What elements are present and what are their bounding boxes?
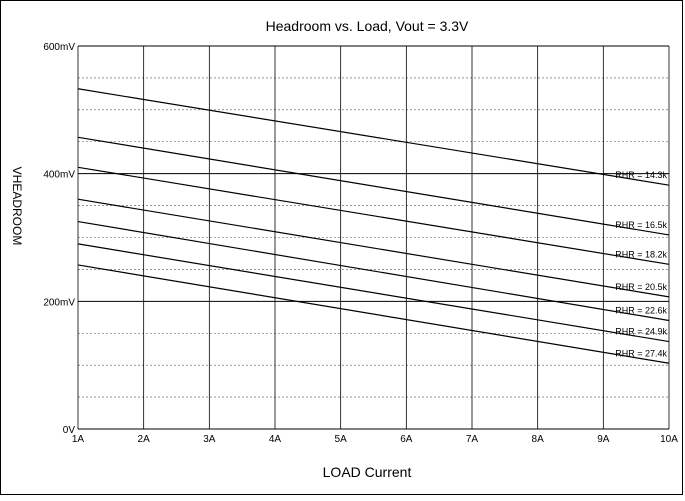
y-tick-label: 400mV	[43, 170, 75, 181]
x-tick-label: 10A	[660, 434, 678, 445]
series-label: RHR = 16.5k	[615, 220, 667, 230]
series-label: RHR = 27.4k	[615, 348, 667, 358]
series-labels: RHR = 14.3k RHR = 16.5k RHR = 18.2k RHR = 2…	[615, 170, 667, 358]
series-label: RHR = 22.6k	[615, 305, 667, 315]
series-line	[77, 88, 670, 186]
series-line	[77, 243, 670, 343]
x-tick-label: 6A	[400, 434, 413, 445]
y-tick-label: 200mV	[43, 297, 75, 308]
series-line	[77, 166, 670, 265]
axis-ticks: 1A 2A 3A 4A 5A 6A 7A 8A 9A 10A 0V 200mV 400mV 600mV	[43, 42, 678, 445]
x-tick-label: 7A	[466, 434, 479, 445]
x-tick-label: 9A	[597, 434, 610, 445]
series-label: RHR = 24.9k	[615, 327, 667, 337]
series-line	[77, 264, 670, 364]
x-tick-label: 5A	[335, 434, 348, 445]
series-lines	[77, 88, 670, 364]
x-tick-label: 4A	[269, 434, 282, 445]
x-tick-label: 8A	[532, 434, 545, 445]
series-label: RHR = 18.2k	[615, 249, 667, 259]
x-axis-label: LOAD Current	[323, 464, 412, 480]
chart-title: Headroom vs. Load, Vout = 3.3V	[266, 18, 469, 34]
series-line	[77, 136, 670, 236]
x-tick-label: 2A	[138, 434, 151, 445]
series-line	[77, 198, 670, 298]
x-tick-label: 3A	[203, 434, 216, 445]
grid	[77, 45, 670, 430]
x-tick-label: 1A	[72, 434, 85, 445]
y-axis-label: VHEADROOM	[10, 167, 24, 246]
y-tick-label: 0V	[63, 425, 76, 436]
series-line	[77, 220, 670, 322]
series-label: RHR = 14.3k	[615, 170, 667, 180]
series-label: RHR = 20.5k	[615, 282, 667, 292]
y-tick-label: 600mV	[43, 42, 75, 53]
